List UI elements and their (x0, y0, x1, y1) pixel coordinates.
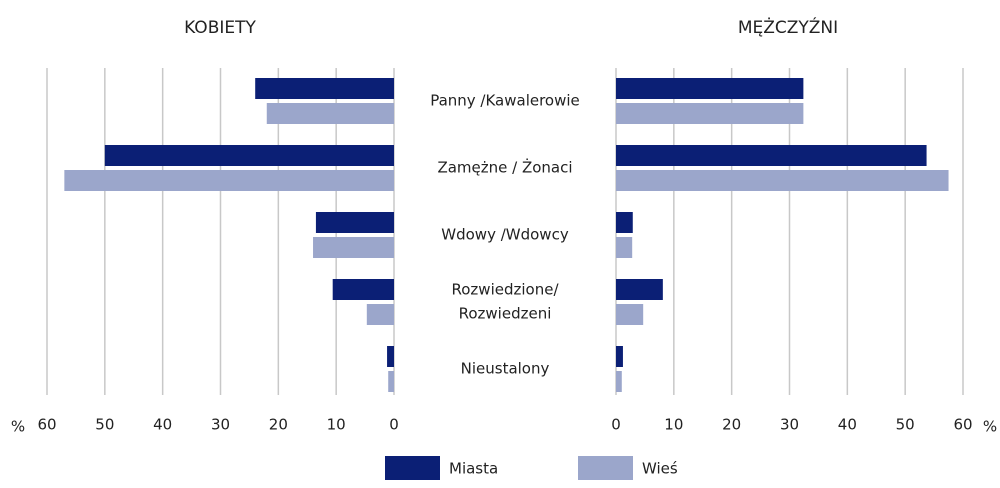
category-label: Panny /Kawalerowie (430, 92, 580, 110)
x-tick-label: 0 (389, 416, 399, 434)
bar (616, 237, 633, 258)
bar (616, 371, 622, 392)
bar (388, 371, 394, 392)
bar (332, 279, 394, 300)
x-tick-label: 50 (95, 416, 114, 434)
bar (616, 103, 804, 124)
bar (64, 170, 394, 191)
bar (104, 145, 394, 166)
bar (616, 145, 927, 166)
x-tick-label: 30 (211, 416, 230, 434)
legend-swatch (385, 456, 440, 480)
legend-swatch (578, 456, 633, 480)
unit-label: % (983, 418, 997, 436)
bar (616, 346, 623, 367)
x-tick-label: 10 (327, 416, 346, 434)
category-label: Wdowy /Wdowcy (441, 226, 569, 244)
category-label: Nieustalony (461, 360, 550, 378)
category-label: Zamężne / Żonaci (437, 158, 572, 177)
bar (266, 103, 394, 124)
bar (616, 279, 663, 300)
x-tick-label: 10 (664, 416, 683, 434)
bar (387, 346, 394, 367)
x-tick-label: 40 (153, 416, 172, 434)
bar (616, 304, 644, 325)
legend-label: Miasta (449, 460, 498, 478)
bar (313, 237, 394, 258)
category-label: Rozwiedzeni (459, 305, 552, 323)
bar (366, 304, 394, 325)
bar (255, 78, 394, 99)
bar (616, 170, 949, 191)
x-tick-label: 60 (37, 416, 56, 434)
x-tick-label: 30 (780, 416, 799, 434)
category-label: Rozwiedzione/ (452, 281, 560, 299)
panel-title: MĘŻCZYŹNI (738, 16, 838, 38)
x-tick-label: 0 (611, 416, 621, 434)
panel-title: KOBIETY (184, 18, 256, 38)
bar (616, 212, 633, 233)
unit-label: % (11, 418, 25, 436)
x-tick-label: 20 (269, 416, 288, 434)
bar (616, 78, 804, 99)
legend-label: Wieś (642, 460, 678, 478)
x-tick-label: 50 (896, 416, 915, 434)
x-tick-label: 60 (953, 416, 972, 434)
x-tick-label: 40 (838, 416, 857, 434)
x-tick-label: 20 (722, 416, 741, 434)
bar (315, 212, 394, 233)
